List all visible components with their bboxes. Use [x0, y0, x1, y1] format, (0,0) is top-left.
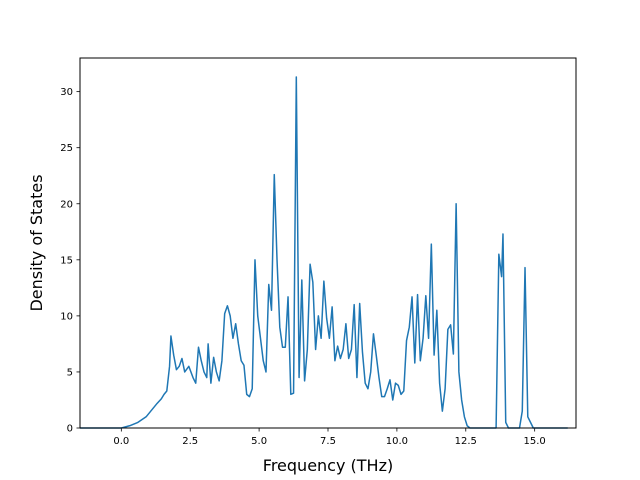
y-tick-label: 20: [60, 199, 73, 210]
y-tick-label: 25: [60, 143, 73, 154]
x-tick-label: 10.0: [386, 436, 408, 447]
y-tick-label: 15: [60, 255, 73, 266]
x-tick-label: 7.5: [320, 436, 336, 447]
plot-area: [80, 58, 576, 428]
x-tick-label: 5.0: [251, 436, 267, 447]
y-tick-label: 10: [60, 311, 73, 322]
x-tick-label: 2.5: [182, 436, 198, 447]
y-tick-label: 5: [67, 367, 73, 378]
x-tick-label: 0.0: [113, 436, 129, 447]
x-axis-label: Frequency (THz): [263, 456, 393, 475]
dos-series-line: [80, 76, 568, 429]
series-layer: [80, 76, 568, 429]
x-tick-label: 12.5: [455, 436, 477, 447]
plot-frame: [79, 57, 577, 429]
y-tick-label: 0: [67, 424, 73, 435]
y-tick-label: 30: [60, 87, 73, 98]
x-tick-label: 15.0: [524, 436, 546, 447]
ticks-layer: 0.0 2.5 5.0 7.5 10.0 12.5 15.0 0 5 10 15 20 25 30: [60, 87, 546, 447]
y-axis-label: Density of States: [27, 174, 46, 311]
